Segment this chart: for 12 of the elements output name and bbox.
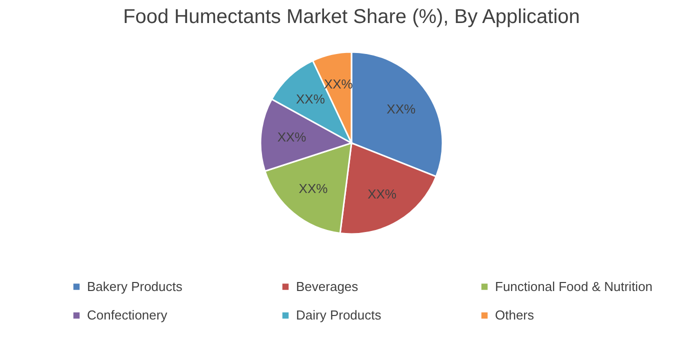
chart-title: Food Humectants Market Share (%), By Application [123, 6, 580, 28]
data-label: XX% [368, 186, 397, 202]
legend-label: Confectionery [87, 308, 168, 322]
legend-label: Others [495, 308, 535, 322]
legend-label: Beverages [296, 278, 359, 294]
data-label: XX% [298, 181, 328, 196]
data-label: XX% [277, 129, 307, 144]
legend-label: Functional Food & Nutrition [495, 278, 653, 294]
legend-label: Bakery Products [87, 278, 183, 294]
data-label: XX% [386, 101, 416, 116]
data-label: XX% [296, 91, 326, 106]
legend-label: Dairy Products [296, 308, 382, 322]
